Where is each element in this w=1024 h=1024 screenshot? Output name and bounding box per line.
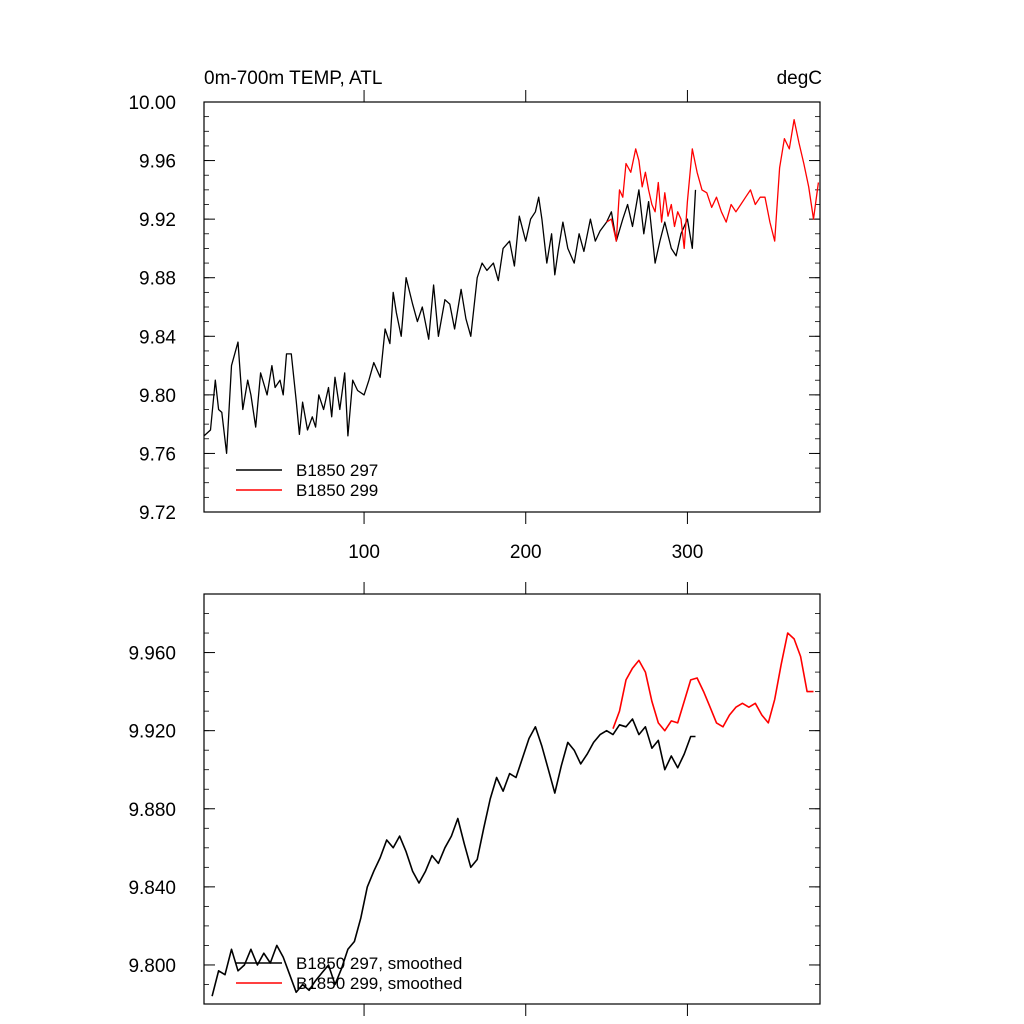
y-tick-label: 9.92 <box>139 210 176 231</box>
units-label: degC <box>777 68 822 89</box>
y-tick-label: 9.80 <box>139 386 176 407</box>
y-tick-label: 9.840 <box>128 878 176 899</box>
y-tick-label: 9.84 <box>139 327 176 348</box>
series-line-1 <box>203 189 697 455</box>
x-tick-label: 200 <box>510 542 542 563</box>
bottom-legend: B1850 297, smoothed B1850 299, smoothed <box>236 954 462 993</box>
y-tick-label: 9.920 <box>128 722 176 743</box>
top-legend: B1850 297 B1850 299 <box>236 461 378 500</box>
y-tick-label: 10.00 <box>128 93 176 114</box>
y-tick-label: 9.96 <box>139 152 176 173</box>
plot-frame <box>203 101 821 513</box>
legend-label-smoothed-2: B1850 299, smoothed <box>296 974 462 993</box>
y-tick-label: 9.880 <box>128 800 176 821</box>
legend-label-1: B1850 297 <box>296 461 378 480</box>
series-line-2 <box>606 118 820 250</box>
panel-title: 0m-700m TEMP, ATL <box>204 68 382 89</box>
y-tick-label: 9.76 <box>139 444 176 465</box>
bottom-panel: 9.800 9.840 9.880 9.920 9.960 B1850 297, smo… <box>128 582 821 1016</box>
y-tick-label: 9.88 <box>139 269 176 290</box>
legend-label-2: B1850 299 <box>296 481 378 500</box>
x-tick-label: 300 <box>672 542 704 563</box>
x-tick-label: 100 <box>348 542 380 563</box>
top-panel: 0m-700m TEMP, ATL degC 9.729.769.809.849… <box>128 68 822 563</box>
y-tick-label: 9.960 <box>128 644 176 665</box>
top-plot-area: 9.72 9.76 9.80 9.84 9.88 9.92 9.96 10.00 100 200 3… <box>128 90 821 563</box>
y-tick-label: 9.800 <box>128 956 176 977</box>
legend-label-smoothed-1: B1850 297, smoothed <box>296 954 462 973</box>
series-line-2 <box>612 632 814 732</box>
y-tick-label: 9.72 <box>139 503 176 524</box>
series-line-1 <box>211 718 696 997</box>
plot-frame <box>203 593 821 1005</box>
bottom-plot-area: 9.800 9.840 9.880 9.920 9.960 <box>128 582 821 1016</box>
